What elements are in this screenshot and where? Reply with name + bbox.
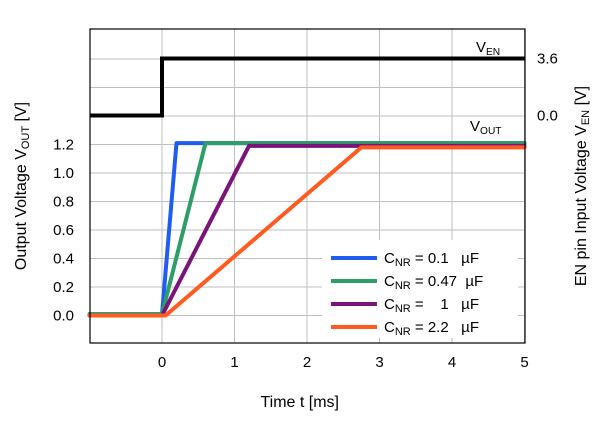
y-tick-label-left: 0.2 <box>53 279 74 296</box>
vout-annotation: VOUT <box>470 118 502 137</box>
en-signal <box>89 56 525 118</box>
x-tick-label: 3 <box>375 354 383 371</box>
y-axis-label-right: EN pin Input Voltage VEN [V] <box>573 86 592 286</box>
y-tick-label-left: 1.2 <box>53 137 74 154</box>
x-tick-label: 5 <box>520 354 528 371</box>
y-tick-label-left: 0.0 <box>53 308 74 325</box>
axis-labels: Time t [ms] Output Voltage VOUT [V] EN pin… <box>13 39 592 411</box>
y-axis-label-left: Output Voltage VOUT [V] <box>13 102 32 270</box>
x-tick-label: 0 <box>158 354 166 371</box>
x-tick-label: 2 <box>303 354 311 371</box>
legend: CNR = 0.1 µF CNR = 0.47 µF CNR = 1 µF CNR =… <box>322 240 518 338</box>
x-tick-label: 1 <box>230 354 238 371</box>
en-signal-annotation: VEN <box>476 39 500 58</box>
legend-label-1: CNR = 0.1 µF <box>384 250 479 269</box>
plot-frame <box>89 28 526 344</box>
y-tick-label-right: 3.6 <box>537 51 558 68</box>
series-line-4 <box>87 145 527 318</box>
y-tick-label-right: 0.0 <box>537 108 558 125</box>
x-axis-label: Time t [ms] <box>260 394 339 411</box>
legend-label-3: CNR = 1 µF <box>384 296 479 315</box>
x-tick-label: 4 <box>448 354 456 371</box>
tick-labels: 0 1 2 3 4 5 0.0 0.2 0.4 0.6 0.8 1.0 1.2 0.0 3.6 <box>53 51 558 372</box>
y-tick-label-left: 0.6 <box>53 222 74 239</box>
legend-label-4: CNR = 2.2 µF <box>384 319 479 338</box>
legend-label-2: CNR = 0.47 µF <box>384 273 483 292</box>
y-tick-label-left: 0.4 <box>53 251 74 268</box>
en-signal-line <box>89 56 525 118</box>
y-tick-label-left: 0.8 <box>53 194 74 211</box>
y-tick-label-left: 1.0 <box>53 165 74 182</box>
series-lines <box>87 141 527 318</box>
